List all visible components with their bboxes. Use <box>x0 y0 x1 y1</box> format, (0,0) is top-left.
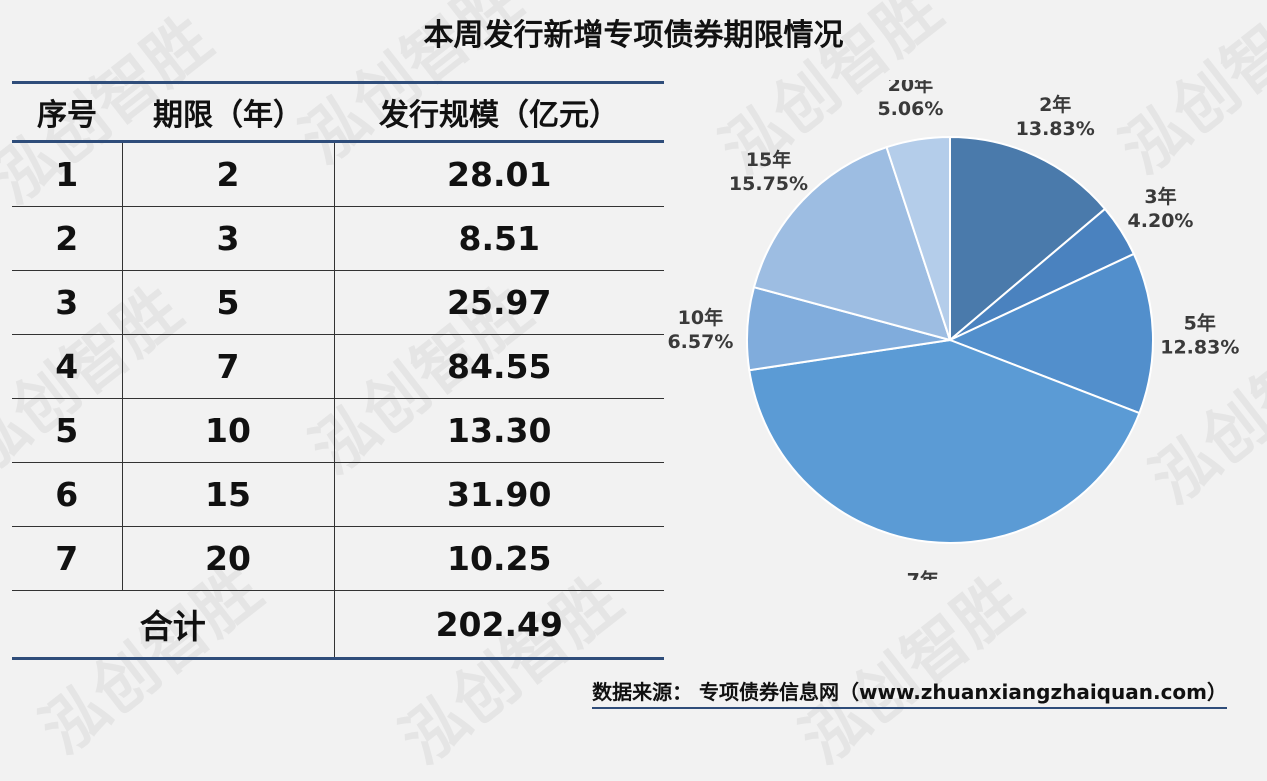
slice-percent-label: 12.83% <box>1160 336 1239 358</box>
header-term: 期限（年） <box>122 81 334 143</box>
pie-slice-0 <box>949 135 1107 343</box>
slice-category-label: 5年 <box>1184 311 1216 334</box>
slice-category-label: 10年 <box>678 306 723 329</box>
cell-index: 3 <box>12 270 122 335</box>
cell-index: 5 <box>12 398 122 463</box>
total-label: 合计 <box>12 590 334 660</box>
slice-category-label: 3年 <box>1144 185 1176 208</box>
page-title: 本周发行新增专项债券期限情况 <box>423 18 844 53</box>
cell-amount: 84.55 <box>333 334 664 399</box>
cell-amount: 28.01 <box>333 141 664 207</box>
cell-term: 3 <box>121 206 334 271</box>
pie-slice-5 <box>752 145 952 342</box>
table-header-row: 序号 期限（年） 发行规模（亿元） <box>12 81 664 143</box>
slice-category-label: 15年 <box>746 148 791 171</box>
source-note: 数据来源： 专项债券信息网（www.zhuanxiangzhaiquan.com… <box>592 676 1227 709</box>
table-row: 2 3 8.51 <box>12 206 664 271</box>
cell-index: 1 <box>12 141 122 207</box>
cell-amount: 10.25 <box>333 526 664 591</box>
slice-percent-label: 4.20% <box>1128 210 1194 232</box>
cell-index: 7 <box>12 526 122 591</box>
pie-slice-3 <box>748 338 1141 544</box>
table-row: 7 20 10.25 <box>12 526 664 591</box>
issuance-table: 序号 期限（年） 发行规模（亿元） 1 2 28.01 2 3 8.51 3 5… <box>12 81 664 660</box>
pie-slice-2 <box>947 252 1154 415</box>
term-pie-chart: 2年13.83%3年4.20%5年12.83%7年41.76%10年6.57%1… <box>667 80 1239 581</box>
total-value: 202.49 <box>333 590 664 660</box>
header-amount: 发行规模（亿元） <box>334 81 664 143</box>
cell-term: 15 <box>121 462 334 527</box>
table-total-row: 合计 202.49 <box>12 590 664 660</box>
slice-percent-label: 5.06% <box>877 98 943 120</box>
cell-term: 7 <box>121 334 334 399</box>
cell-term: 2 <box>121 141 334 207</box>
cell-amount: 8.51 <box>333 206 664 271</box>
cell-index: 4 <box>12 334 122 399</box>
slice-percent-label: 6.57% <box>667 331 733 353</box>
slice-percent-label: 15.75% <box>729 173 808 195</box>
header-index: 序号 <box>12 81 122 143</box>
table-row: 6 15 31.90 <box>12 462 664 527</box>
cell-term: 5 <box>121 270 334 335</box>
cell-index: 2 <box>12 206 122 271</box>
slice-category-label: 2年 <box>1039 93 1071 116</box>
slice-percent-label: 13.83% <box>1016 118 1095 140</box>
table-row: 3 5 25.97 <box>12 270 664 335</box>
cell-index: 6 <box>12 462 122 527</box>
cell-amount: 31.90 <box>333 462 664 527</box>
table-row: 4 7 84.55 <box>12 334 664 399</box>
cell-term: 20 <box>121 526 334 591</box>
table-row: 1 2 28.01 <box>12 141 664 207</box>
watermark: 泓创智胜 <box>788 562 1036 779</box>
table-row: 5 10 13.30 <box>12 398 664 463</box>
cell-amount: 25.97 <box>333 270 664 335</box>
cell-amount: 13.30 <box>333 398 664 463</box>
slice-category-label: 20年 <box>888 80 933 96</box>
cell-term: 10 <box>121 398 334 463</box>
pie-slice-6 <box>885 135 951 341</box>
slice-category-label: 7年 <box>907 569 939 581</box>
